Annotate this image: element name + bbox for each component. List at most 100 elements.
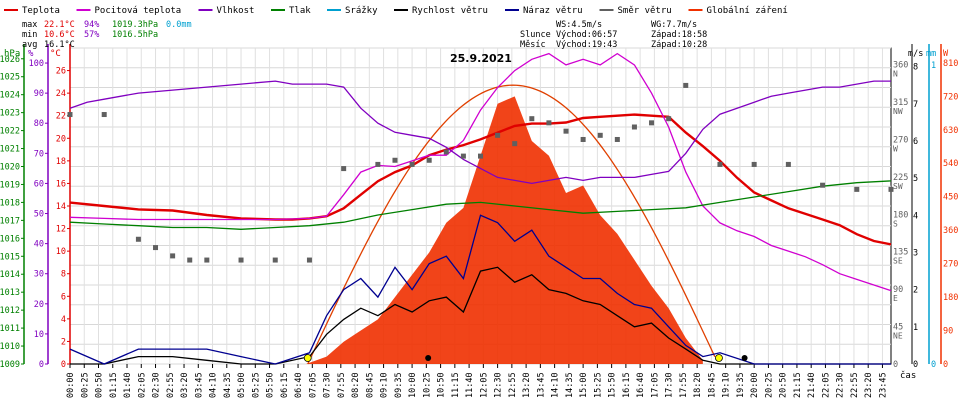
moonrise-info: Východ:19:43 bbox=[556, 40, 617, 50]
x-tick-label: 12:05 bbox=[479, 372, 489, 398]
x-tick-label: 18:45 bbox=[707, 372, 717, 398]
temperature-axis-tick-label: 24 bbox=[56, 89, 66, 99]
wind-direction-point bbox=[683, 82, 689, 88]
direction-tick-label: 180 bbox=[893, 210, 908, 220]
wm2-tick-label: 630 bbox=[943, 126, 958, 136]
wind-direction-point bbox=[888, 186, 894, 192]
direction-tick-label: 225 bbox=[893, 173, 908, 183]
wind-direction-point bbox=[204, 257, 210, 263]
x-tick-label: 16:40 bbox=[636, 372, 646, 398]
direction-label: E bbox=[893, 294, 898, 303]
wind-direction-point bbox=[170, 253, 176, 259]
x-tick-label: 20:00 bbox=[750, 372, 760, 398]
legend-label-1: Pocitová teplota bbox=[95, 6, 182, 16]
legend-label-3: Tlak bbox=[289, 6, 311, 16]
x-tick-label: 10:00 bbox=[408, 372, 418, 398]
x-tick-label: 04:10 bbox=[209, 372, 219, 398]
hpa-axis-tick-label: 1012 bbox=[0, 306, 20, 316]
x-tick-label: 22:30 bbox=[836, 372, 846, 398]
x-tick-label: 02:30 bbox=[152, 372, 162, 398]
direction-label: NE bbox=[893, 332, 903, 341]
x-tick-label: 02:05 bbox=[137, 372, 147, 398]
x-tick-label: 11:15 bbox=[451, 372, 461, 398]
stat-value: 10.6°C bbox=[44, 30, 75, 40]
wind-direction-point bbox=[563, 128, 569, 134]
temperature-axis-tick-label: 6 bbox=[61, 292, 66, 302]
ms-tick-label: 0 bbox=[913, 360, 918, 370]
wind-direction-point bbox=[512, 141, 518, 147]
hpa-axis-tick-label: 1020 bbox=[0, 163, 20, 173]
ms-tick-label: 3 bbox=[913, 248, 918, 258]
hpa-axis-tick-label: 1014 bbox=[0, 270, 20, 280]
sunset-info: Západ:18:58 bbox=[651, 30, 707, 40]
hpa-axis-tick-label: 1013 bbox=[0, 288, 20, 298]
radiation-theory-curve bbox=[307, 84, 716, 365]
series-line-vlhkost bbox=[69, 80, 891, 185]
x-tick-label: 22:05 bbox=[821, 372, 831, 398]
wind-direction-point bbox=[478, 153, 483, 159]
x-tick-label: 07:05 bbox=[308, 372, 318, 398]
x-tick-label: 12:30 bbox=[494, 372, 504, 398]
moonrise-marker bbox=[741, 355, 748, 361]
legend-label-7: Směr větru bbox=[618, 6, 672, 16]
hpa-axis-tick-label: 1026 bbox=[0, 55, 20, 65]
humidity-axis-tick-label: 60 bbox=[34, 179, 44, 189]
ms-tick-label: 1 bbox=[913, 323, 918, 333]
wind-direction-point bbox=[341, 166, 347, 172]
x-tick-label: 13:45 bbox=[536, 372, 546, 398]
x-tick-label: 04:35 bbox=[223, 372, 233, 398]
ms-tick-label: 7 bbox=[913, 100, 918, 110]
wind-direction-point bbox=[631, 124, 637, 130]
moon-info-label: Měsíc bbox=[520, 40, 546, 50]
x-tick-label: 12:55 bbox=[508, 372, 518, 398]
x-tick-label: 06:40 bbox=[294, 372, 304, 398]
x-tick-label: 19:35 bbox=[736, 372, 746, 398]
stat-value: 22.1°C bbox=[44, 20, 75, 30]
x-tick-label: 01:15 bbox=[109, 372, 119, 398]
x-tick-label: 08:45 bbox=[365, 372, 375, 398]
wind-direction-point bbox=[529, 116, 535, 122]
x-tick-label: 15:50 bbox=[608, 372, 618, 398]
wind-direction-point bbox=[443, 149, 449, 155]
direction-tick-label: 315 bbox=[893, 98, 908, 108]
wind-gust-info: WG:7.7m/s bbox=[651, 20, 697, 30]
x-tick-label: 11:40 bbox=[465, 372, 475, 398]
temperature-axis-tick-label: 26 bbox=[56, 67, 66, 77]
x-axis-label: čas bbox=[900, 370, 916, 381]
humidity-axis-tick-label: 30 bbox=[34, 270, 44, 280]
humidity-axis-unit: % bbox=[28, 49, 34, 59]
stat-value: 16.1°C bbox=[44, 40, 75, 50]
series-line-pocitová-teplota bbox=[69, 52, 892, 292]
wind-direction-point bbox=[614, 136, 620, 142]
temperature-axis-tick-label: 18 bbox=[56, 157, 66, 167]
x-tick-label: 17:55 bbox=[679, 372, 689, 398]
wm2-tick-label: 810 bbox=[943, 59, 958, 69]
stat-value: 1019.3hPa bbox=[112, 20, 158, 30]
x-tick-label: 07:55 bbox=[337, 372, 347, 398]
x-tick-label: 13:20 bbox=[522, 372, 532, 398]
x-tick-label: 23:45 bbox=[878, 372, 888, 398]
wind-direction-point bbox=[820, 182, 826, 188]
legend-label-4: Srážky bbox=[345, 6, 378, 16]
x-tick-label: 02:55 bbox=[166, 372, 176, 398]
temperature-axis-unit: °C bbox=[50, 49, 61, 59]
hpa-axis-tick-label: 1023 bbox=[0, 109, 20, 119]
wind-direction-point bbox=[238, 257, 244, 263]
x-tick-label: 19:10 bbox=[722, 372, 732, 398]
x-tick-label: 21:40 bbox=[807, 372, 817, 398]
direction-tick-label: 270 bbox=[893, 135, 908, 145]
x-tick-label: 10:50 bbox=[437, 372, 447, 398]
wind-direction-point bbox=[409, 161, 415, 167]
direction-label: SW bbox=[893, 182, 903, 191]
wind-direction-point bbox=[854, 186, 860, 192]
ms-tick-label: 5 bbox=[913, 174, 918, 184]
stat-value: 94% bbox=[84, 20, 99, 30]
wind-direction-point bbox=[375, 161, 381, 167]
legend-label-0: Teplota bbox=[22, 6, 60, 16]
temperature-axis-tick-label: 22 bbox=[56, 112, 66, 122]
wm2-tick-label: 180 bbox=[943, 293, 958, 303]
sun-info-label: Slunce bbox=[520, 30, 551, 40]
temperature-axis-tick-label: 16 bbox=[56, 179, 66, 189]
wind-direction-point bbox=[392, 157, 398, 163]
